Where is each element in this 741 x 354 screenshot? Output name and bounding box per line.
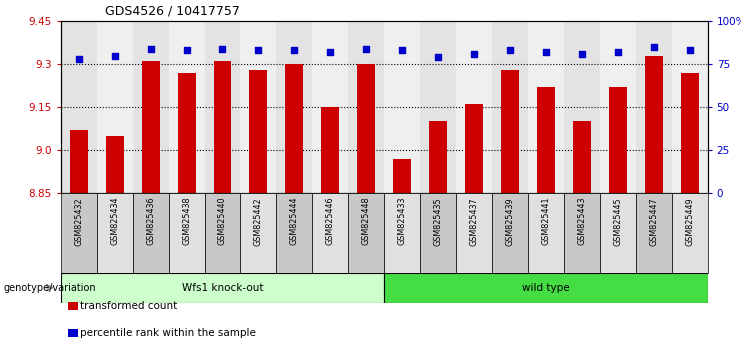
Bar: [348, 21, 384, 193]
Bar: [96, 21, 133, 193]
Bar: [178, 73, 196, 193]
Bar: [240, 193, 276, 273]
Bar: [609, 87, 627, 193]
Text: GSM825446: GSM825446: [326, 197, 335, 245]
Bar: [420, 21, 456, 193]
Bar: [240, 21, 276, 193]
Bar: [501, 70, 519, 193]
Text: GSM825435: GSM825435: [433, 197, 442, 246]
Bar: [61, 21, 96, 193]
Bar: [600, 21, 636, 193]
Bar: [213, 61, 231, 193]
Bar: [573, 121, 591, 193]
Text: wild type: wild type: [522, 282, 570, 293]
Bar: [528, 193, 564, 273]
Bar: [313, 21, 348, 193]
Bar: [168, 21, 205, 193]
Point: [540, 49, 552, 55]
Text: GSM825443: GSM825443: [577, 197, 586, 245]
Point: [181, 47, 193, 53]
Text: GSM825447: GSM825447: [649, 197, 658, 246]
Text: GSM825445: GSM825445: [614, 197, 622, 246]
Bar: [205, 21, 240, 193]
Text: GSM825438: GSM825438: [182, 197, 191, 245]
Text: GSM825437: GSM825437: [470, 197, 479, 246]
Bar: [393, 159, 411, 193]
Text: percentile rank within the sample: percentile rank within the sample: [79, 328, 256, 338]
Bar: [96, 193, 133, 273]
Text: GSM825444: GSM825444: [290, 197, 299, 245]
Bar: [636, 21, 671, 193]
Bar: [142, 61, 159, 193]
Bar: [357, 64, 375, 193]
Point: [73, 56, 84, 62]
Bar: [671, 21, 708, 193]
Point: [253, 47, 265, 53]
Bar: [276, 21, 312, 193]
Point: [396, 47, 408, 53]
Text: Wfs1 knock-out: Wfs1 knock-out: [182, 282, 263, 293]
Bar: [564, 21, 599, 193]
Bar: [276, 193, 312, 273]
Bar: [384, 273, 708, 303]
Bar: [168, 193, 205, 273]
Bar: [600, 193, 636, 273]
Bar: [636, 193, 671, 273]
Bar: [645, 56, 662, 193]
Text: GSM825442: GSM825442: [254, 197, 263, 246]
Bar: [70, 130, 87, 193]
Text: GSM825448: GSM825448: [362, 197, 370, 245]
Bar: [61, 193, 96, 273]
Point: [648, 44, 659, 50]
Bar: [106, 136, 124, 193]
Bar: [528, 21, 564, 193]
Point: [288, 47, 300, 53]
Bar: [420, 193, 456, 273]
Bar: [681, 73, 699, 193]
Bar: [384, 193, 420, 273]
Bar: [61, 273, 384, 303]
Bar: [348, 193, 384, 273]
Bar: [671, 193, 708, 273]
Bar: [313, 193, 348, 273]
Text: GSM825440: GSM825440: [218, 197, 227, 245]
Bar: [133, 193, 169, 273]
Point: [612, 49, 624, 55]
Point: [216, 46, 228, 52]
Bar: [250, 70, 268, 193]
Bar: [492, 193, 528, 273]
Bar: [492, 21, 528, 193]
Point: [468, 51, 480, 57]
Point: [360, 46, 372, 52]
Bar: [456, 193, 492, 273]
Bar: [465, 104, 483, 193]
Point: [325, 49, 336, 55]
Point: [576, 51, 588, 57]
Text: GSM825432: GSM825432: [74, 197, 83, 246]
Bar: [564, 193, 599, 273]
Bar: [384, 21, 420, 193]
Text: GSM825439: GSM825439: [505, 197, 514, 246]
Text: transformed count: transformed count: [79, 301, 177, 311]
Bar: [285, 64, 303, 193]
Text: GSM825434: GSM825434: [110, 197, 119, 245]
Point: [144, 46, 156, 52]
Text: GSM825449: GSM825449: [685, 197, 694, 246]
Bar: [205, 193, 240, 273]
Point: [109, 53, 121, 58]
Point: [432, 55, 444, 60]
Point: [504, 47, 516, 53]
Text: GSM825433: GSM825433: [398, 197, 407, 245]
Bar: [322, 107, 339, 193]
Text: GDS4526 / 10417757: GDS4526 / 10417757: [105, 5, 240, 18]
Text: GSM825441: GSM825441: [542, 197, 551, 245]
Text: genotype/variation: genotype/variation: [4, 282, 96, 293]
Bar: [537, 87, 555, 193]
Bar: [456, 21, 492, 193]
Bar: [133, 21, 169, 193]
Text: GSM825436: GSM825436: [146, 197, 155, 245]
Bar: [429, 121, 447, 193]
Point: [684, 47, 696, 53]
